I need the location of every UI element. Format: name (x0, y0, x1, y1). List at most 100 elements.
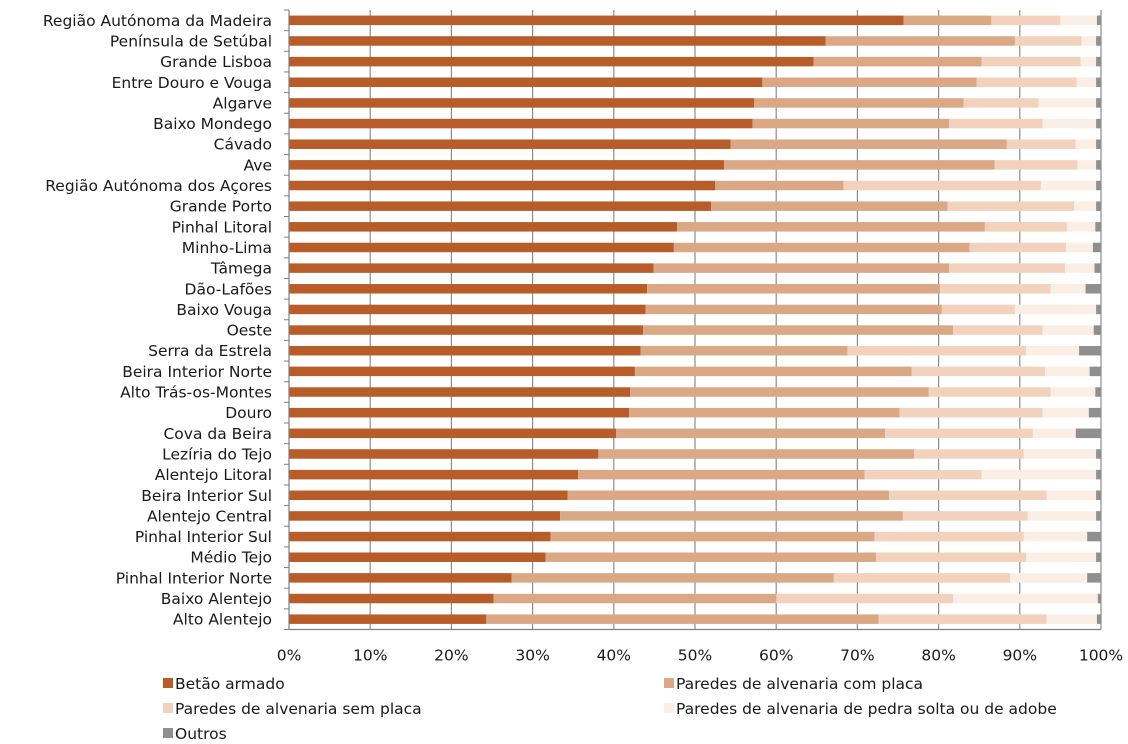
category-label: Cávado (214, 136, 272, 154)
bar-segment-1 (289, 77, 763, 88)
category-label: Grande Lisboa (160, 53, 272, 71)
bar-segment-4 (1080, 56, 1097, 67)
category-label: Baixo Mondego (153, 115, 272, 133)
bar-segment-1 (289, 56, 814, 67)
bar-segment-1 (289, 15, 904, 26)
category-label: Pinhal Interior Sul (135, 528, 272, 546)
bar-segment-5 (1094, 263, 1101, 273)
bar-segment-2 (647, 284, 941, 294)
bar-segment-4 (1046, 614, 1097, 624)
bar-segment-3 (949, 263, 1066, 273)
bar-segment-4 (1076, 77, 1097, 88)
x-tick-label: 0% (277, 647, 302, 665)
category-label: Alto Alentejo (173, 611, 272, 629)
category-label: Baixo Alentejo (161, 590, 272, 608)
category-label: Entre Douro e Vouga (112, 74, 272, 92)
bar-segment-2 (629, 407, 900, 418)
legend-swatch (163, 703, 173, 713)
bar-segment-1 (289, 325, 644, 335)
bar-segment-2 (486, 614, 879, 624)
bar-segment-3 (969, 242, 1067, 253)
bar-segment-5 (1096, 449, 1101, 459)
bar-segment-1 (289, 469, 579, 480)
bar-segment-4 (1026, 552, 1097, 562)
bar-segment-2 (754, 98, 964, 108)
legend-label: Paredes de alvenaria com placa (676, 675, 923, 693)
bar-segment-4 (1023, 449, 1097, 459)
bar-segment-2 (673, 242, 970, 253)
category-label: Pinhal Litoral (172, 218, 272, 236)
category-label: Pinhal Interior Norte (116, 569, 272, 587)
bar-segment-3 (776, 593, 954, 604)
bar-segment-5 (1075, 428, 1101, 439)
x-tick-label: 90% (1003, 647, 1037, 665)
bar-segment-1 (289, 531, 551, 542)
bar-segment-3 (864, 469, 982, 480)
bar-segment-2 (643, 325, 954, 335)
category-label: Dão-Lafões (185, 280, 272, 298)
bar-segment-4 (1066, 222, 1096, 232)
bar-segment-5 (1087, 573, 1101, 583)
bar-segment-2 (616, 428, 886, 439)
bar-segment-5 (1096, 614, 1101, 624)
bar-segment-3 (843, 180, 1041, 191)
bar-segment-5 (1088, 407, 1101, 418)
bar-segment-1 (289, 407, 630, 418)
category-label: Douro (225, 404, 272, 422)
legend-swatch (163, 728, 173, 738)
legend-label: Paredes de alvenaria sem placa (175, 700, 422, 718)
bar-segment-3 (941, 304, 1015, 315)
bar-segment-2 (550, 531, 875, 542)
bar-segment-1 (289, 387, 631, 397)
x-tick-label: 20% (434, 647, 468, 665)
bar-segment-4 (1050, 387, 1096, 397)
bar-segment-4 (1042, 325, 1094, 335)
bar-segment-4 (1023, 531, 1088, 542)
bar-segment-5 (1092, 242, 1101, 253)
bar-segment-5 (1089, 366, 1101, 377)
bar-segment-4 (1044, 366, 1090, 377)
bar-segment-4 (1066, 242, 1093, 253)
axes (284, 9, 1101, 631)
bar-segment-3 (902, 511, 1028, 521)
bar-segment-1 (289, 242, 674, 253)
bar-segment-4 (1050, 284, 1086, 294)
bar-segment-1 (289, 180, 716, 191)
bar-segment-2 (677, 222, 985, 232)
bar-segment-5 (1096, 201, 1101, 211)
bar-segment-4 (1026, 345, 1080, 356)
bars (289, 15, 1101, 624)
bar-segment-1 (289, 345, 641, 356)
bar-segment-5 (1095, 222, 1101, 232)
bar-segment-3 (928, 387, 1051, 397)
bar-segment-4 (1075, 139, 1097, 149)
bar-segment-4 (1046, 490, 1097, 501)
category-label: Beira Interior Norte (122, 363, 272, 381)
x-tick-label: 60% (759, 647, 793, 665)
category-label: Região Autónoma dos Açores (45, 177, 272, 195)
bar-segment-5 (1087, 531, 1101, 542)
bar-segment-4 (981, 469, 1097, 480)
bar-segment-4 (1010, 573, 1088, 583)
bar-segment-1 (289, 304, 646, 315)
category-label: Minho-Lima (182, 239, 272, 257)
bar-segment-3 (885, 428, 1033, 439)
bar-segment-3 (878, 614, 1047, 624)
gridlines (369, 10, 1102, 630)
bar-segment-1 (289, 160, 725, 170)
bar-segment-1 (289, 573, 512, 583)
bar-segment-3 (940, 284, 1051, 294)
bar-segment-3 (949, 118, 1043, 129)
bar-segment-4 (1027, 511, 1097, 521)
bar-segment-5 (1096, 56, 1101, 67)
bar-segment-5 (1096, 180, 1101, 191)
bar-segment-3 (889, 490, 1047, 501)
bar-segment-2 (493, 593, 777, 604)
category-label: Oeste (227, 322, 272, 340)
bar-segment-3 (953, 325, 1043, 335)
bar-segment-5 (1079, 345, 1101, 356)
bar-segment-2 (730, 139, 1007, 149)
bar-segment-1 (289, 614, 487, 624)
bar-segment-5 (1096, 139, 1101, 149)
category-label: Alto Trás-os-Montes (120, 384, 272, 402)
